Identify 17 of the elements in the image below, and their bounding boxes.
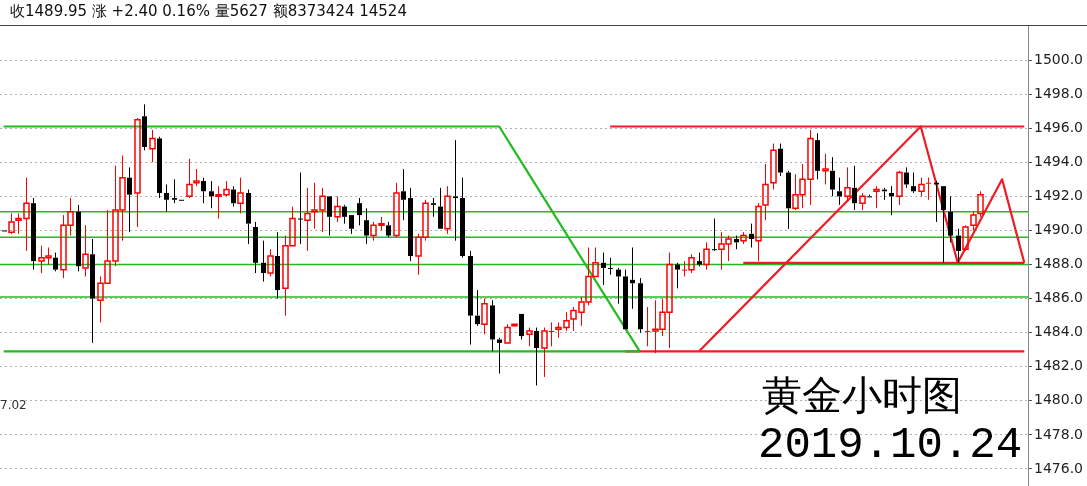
y-tick-label: 1490.0: [1034, 221, 1083, 238]
y-tick-label: 1488.0: [1034, 255, 1083, 272]
text: 黄金小时图: [762, 372, 962, 418]
y-tick-label: 1492.0: [1034, 187, 1083, 204]
y-tick-label: 1480.0: [1034, 391, 1083, 408]
y-tick-label: 1496.0: [1034, 118, 1083, 135]
y-tick-label: 1500.0: [1034, 50, 1083, 67]
y-tick-label: 1484.0: [1034, 323, 1083, 340]
text: 收1489.95 涨 +2.40 0.16% 量5627 额8373424 14524: [10, 2, 407, 21]
text: 2019.10.24: [758, 420, 1023, 470]
y-tick-label: 1476.0: [1034, 459, 1083, 476]
y-tick-label: 1486.0: [1034, 289, 1083, 306]
y-tick-label: 1494.0: [1034, 152, 1083, 169]
y-tick-label: 1478.0: [1034, 425, 1083, 442]
y-tick-label: 1498.0: [1034, 84, 1083, 101]
annotation: 7.02: [0, 398, 27, 412]
y-tick-label: 1482.0: [1034, 357, 1083, 374]
